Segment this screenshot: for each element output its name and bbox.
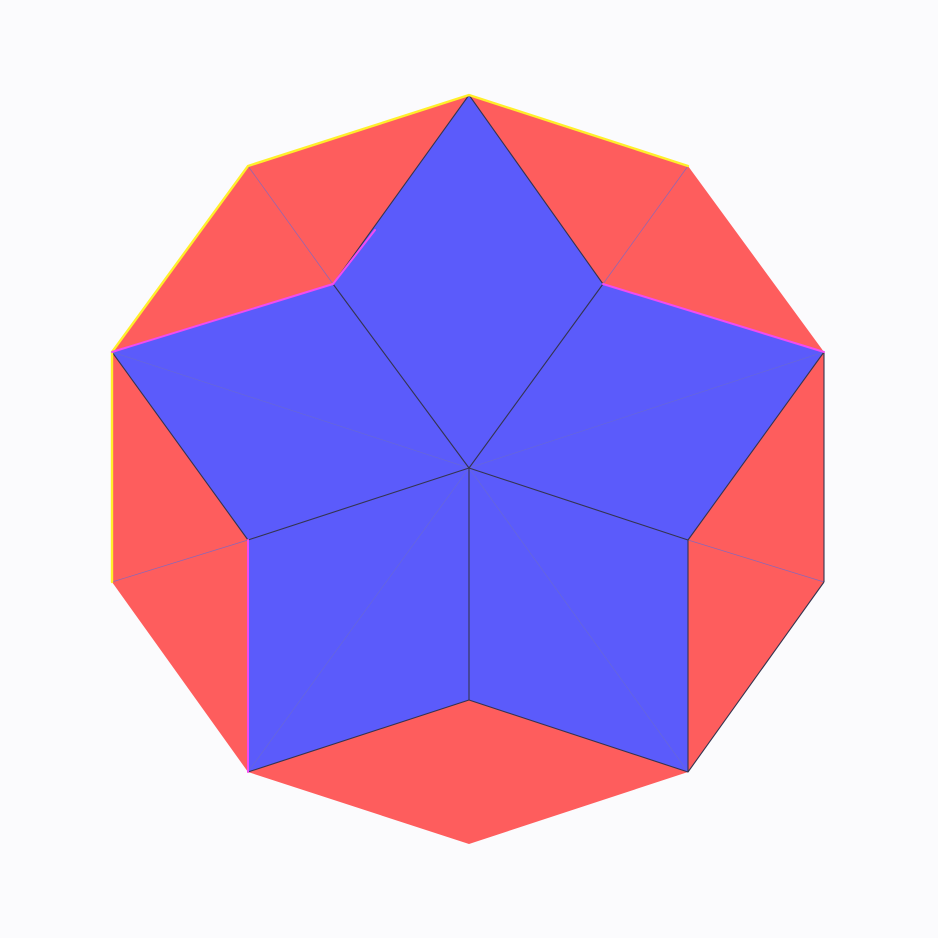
rim-highlights bbox=[110, 93, 825, 773]
star-diagonals bbox=[111, 351, 825, 773]
outer-face-divisions bbox=[111, 165, 825, 583]
star-rhombus-right bbox=[469, 284, 824, 540]
